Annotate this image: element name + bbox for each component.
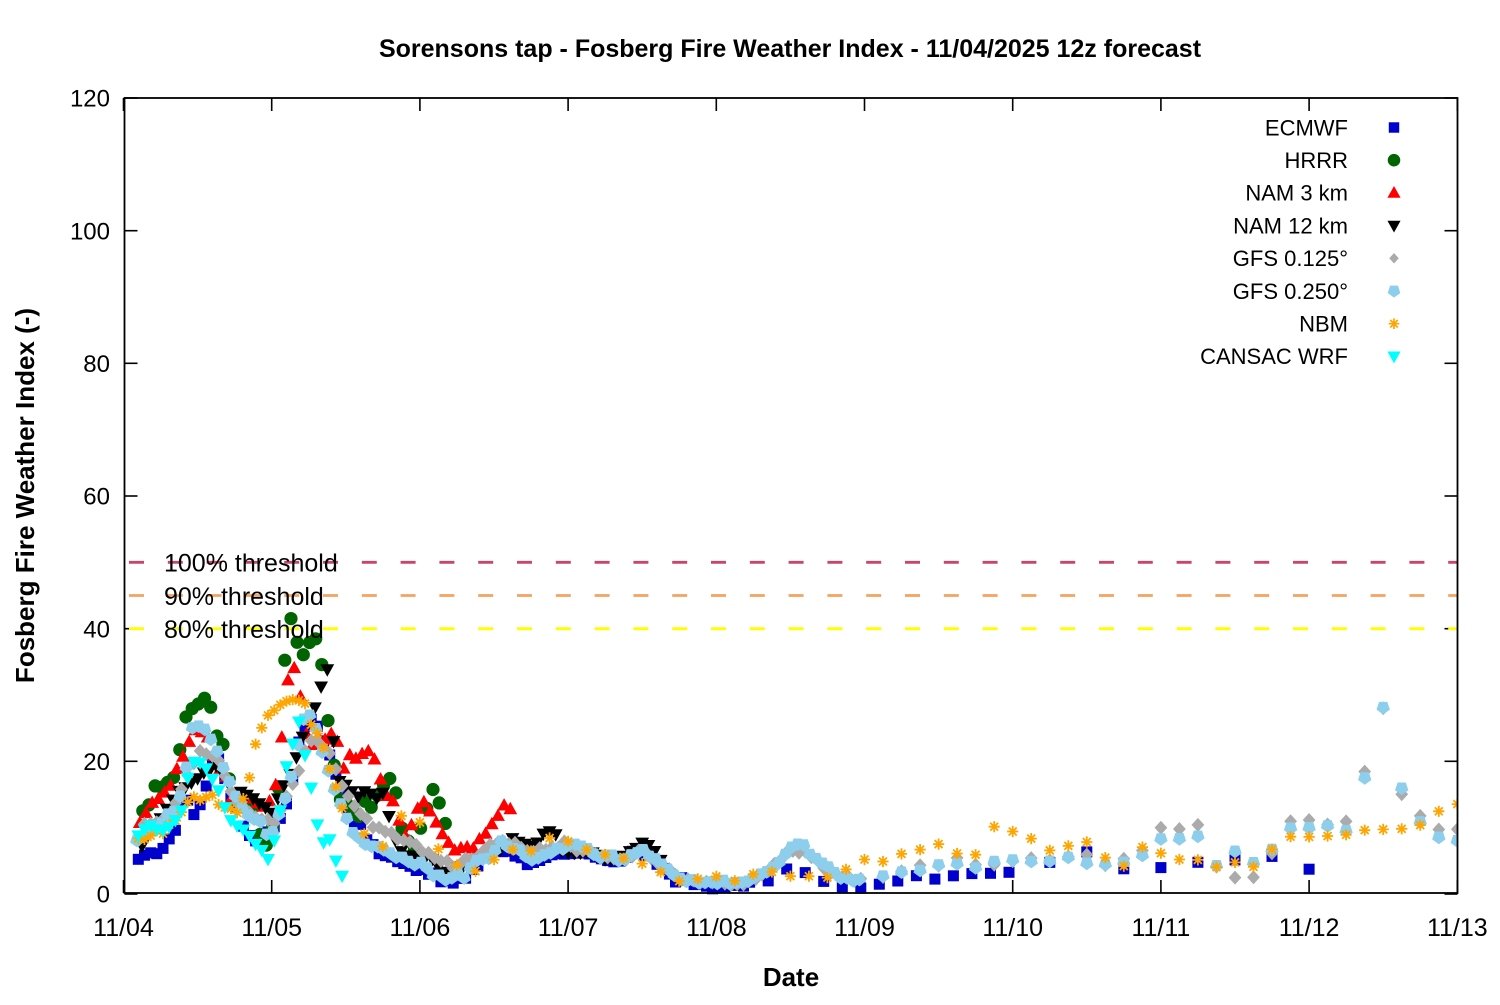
svg-text:80% threshold: 80% threshold <box>164 616 324 644</box>
svg-text:HRRR: HRRR <box>1284 148 1348 173</box>
svg-text:GFS 0.250°: GFS 0.250° <box>1233 279 1348 304</box>
svg-text:11/07: 11/07 <box>538 914 599 942</box>
svg-text:11/11: 11/11 <box>1131 914 1190 942</box>
svg-text:NAM 3 km: NAM 3 km <box>1245 181 1348 206</box>
svg-text:60: 60 <box>83 484 110 511</box>
svg-text:11/04: 11/04 <box>93 914 154 942</box>
svg-text:40: 40 <box>83 616 110 643</box>
svg-text:CANSAC WRF: CANSAC WRF <box>1200 344 1348 369</box>
svg-text:90% threshold: 90% threshold <box>164 583 324 611</box>
svg-text:NAM 12 km: NAM 12 km <box>1233 213 1348 238</box>
svg-text:120: 120 <box>70 86 110 113</box>
svg-text:100% threshold: 100% threshold <box>164 550 338 578</box>
svg-text:Fosberg Fire Weather Index (-): Fosberg Fire Weather Index (-) <box>10 308 40 683</box>
svg-text:0: 0 <box>97 882 110 909</box>
svg-text:NBM: NBM <box>1299 312 1348 337</box>
svg-text:11/08: 11/08 <box>686 914 747 942</box>
svg-text:11/09: 11/09 <box>834 914 895 942</box>
svg-text:Date: Date <box>763 962 819 992</box>
svg-text:Sorensons tap - Fosberg Fire W: Sorensons tap - Fosberg Fire Weather Ind… <box>379 35 1202 63</box>
svg-text:11/12: 11/12 <box>1279 914 1340 942</box>
svg-text:11/06: 11/06 <box>390 914 451 942</box>
svg-text:20: 20 <box>83 749 110 776</box>
svg-text:80: 80 <box>83 351 110 378</box>
svg-text:ECMWF: ECMWF <box>1265 115 1348 140</box>
svg-text:11/05: 11/05 <box>241 914 302 942</box>
svg-text:GFS 0.125°: GFS 0.125° <box>1233 246 1348 271</box>
svg-text:100: 100 <box>70 218 110 245</box>
svg-text:11/10: 11/10 <box>982 914 1043 942</box>
svg-text:11/13: 11/13 <box>1427 914 1488 942</box>
